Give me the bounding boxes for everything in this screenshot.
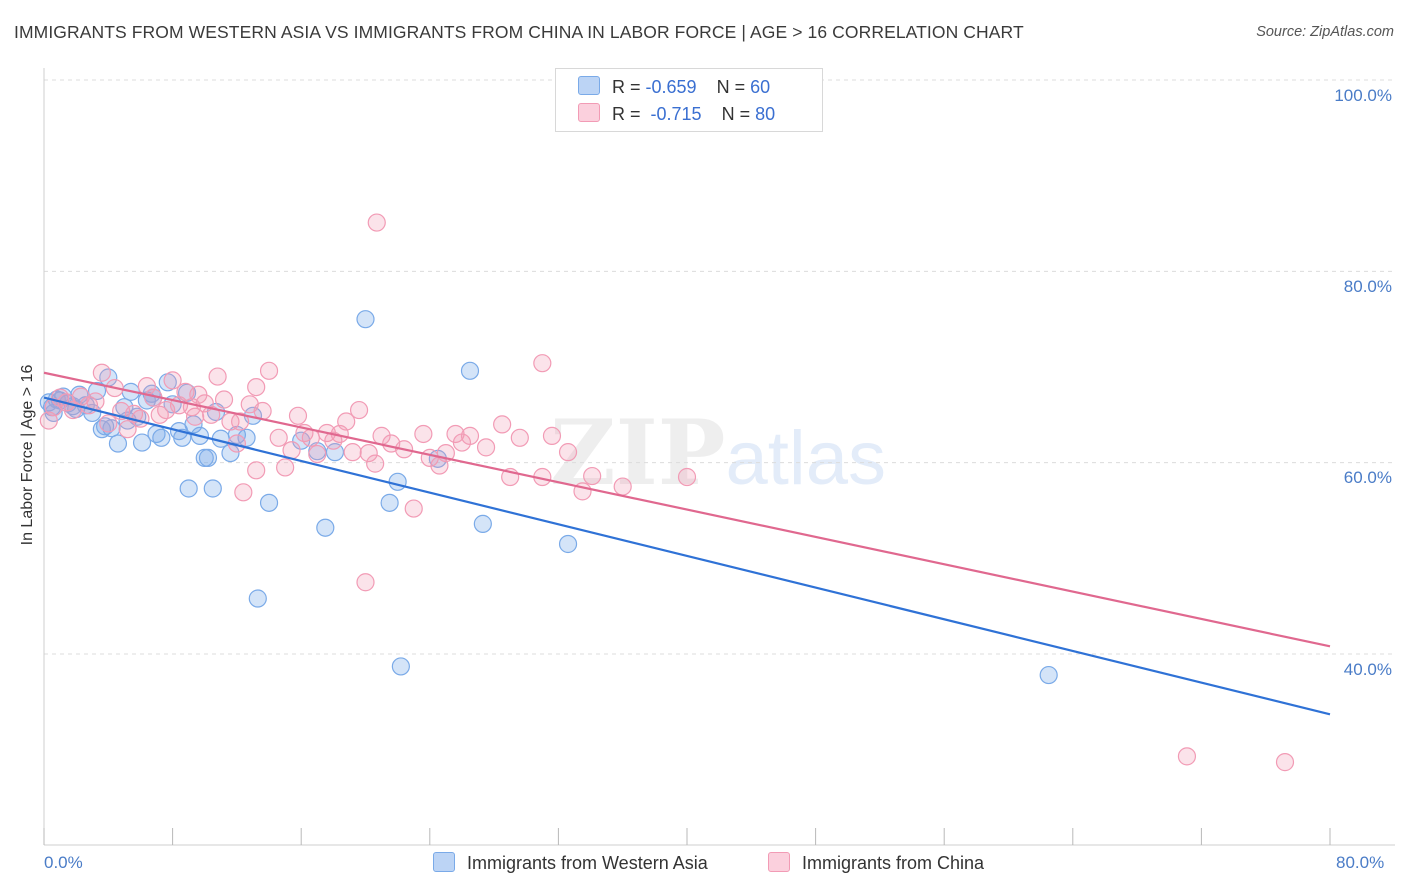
legend-swatch <box>768 852 790 872</box>
watermark-zip: ZIP <box>550 400 726 506</box>
data-point <box>542 426 562 445</box>
data-point <box>39 411 58 430</box>
data-point <box>202 405 221 424</box>
data-point <box>324 431 343 450</box>
data-point <box>510 428 529 447</box>
data-point <box>131 409 150 428</box>
data-point <box>95 417 115 436</box>
data-point <box>288 406 308 425</box>
stats-row-western-asia: R = -0.659 N = 60 <box>578 76 770 98</box>
data-point <box>388 472 407 491</box>
data-point <box>248 589 267 608</box>
data-point <box>269 428 288 447</box>
data-point <box>367 213 386 232</box>
trend-lines <box>43 371 1331 716</box>
data-point <box>276 458 295 477</box>
data-point <box>214 390 234 409</box>
data-point <box>476 438 496 457</box>
y-tick-label: 60.0% <box>1343 468 1392 487</box>
data-point <box>558 534 578 554</box>
trend-line <box>43 371 1331 648</box>
data-point <box>118 420 137 439</box>
x-tick-label: 80.0% <box>1336 853 1385 872</box>
x-tick-label: 0.0% <box>44 853 83 872</box>
legend-item-western-asia: Immigrants from Western Asia <box>433 852 708 874</box>
data-point <box>195 448 214 467</box>
y-tick-label: 100.0% <box>1334 86 1392 105</box>
data-point <box>234 483 253 502</box>
data-point <box>132 433 152 452</box>
data-point <box>325 443 345 462</box>
data-point <box>460 426 480 445</box>
data-point <box>308 444 327 464</box>
data-point <box>460 361 480 380</box>
data-point <box>179 479 198 498</box>
data-point <box>186 407 205 426</box>
legend-item-china: Immigrants from China <box>768 852 984 874</box>
data-point <box>1177 747 1197 766</box>
chart-title: IMMIGRANTS FROM WESTERN ASIA VS IMMIGRAN… <box>14 22 1024 42</box>
data-point <box>259 493 279 512</box>
legend-swatch <box>578 76 600 95</box>
data-point <box>613 477 632 496</box>
data-point <box>92 363 111 382</box>
data-point <box>208 367 227 386</box>
data-point <box>259 361 279 380</box>
y-tick-label: 80.0% <box>1343 277 1392 296</box>
watermark-atlas: atlas <box>725 416 887 501</box>
data-point <box>337 412 356 431</box>
data-point <box>203 479 222 498</box>
data-point <box>414 424 433 444</box>
data-point <box>1039 665 1058 685</box>
trend-line <box>43 396 1331 716</box>
data-point <box>356 573 375 592</box>
gridlines <box>44 79 1395 655</box>
series-china <box>39 213 1295 772</box>
y-tick-label: 40.0% <box>1343 660 1392 679</box>
data-point <box>86 392 105 411</box>
data-point <box>391 657 410 676</box>
data-point <box>380 493 399 512</box>
data-point <box>356 310 375 329</box>
data-point <box>163 371 182 390</box>
data-point <box>359 444 378 463</box>
data-point <box>473 514 492 533</box>
data-point <box>583 466 602 486</box>
data-point <box>1275 753 1295 772</box>
data-point <box>247 377 266 397</box>
source-label: Source: ZipAtlas.com <box>1256 24 1394 40</box>
data-point <box>349 400 369 420</box>
data-point <box>404 499 423 518</box>
data-point <box>99 414 118 433</box>
data-point <box>493 415 512 434</box>
data-point <box>152 428 171 447</box>
data-point <box>247 461 266 480</box>
data-point <box>237 428 256 447</box>
data-point <box>558 443 578 462</box>
y-axis-label: In Labor Force | Age > 16 <box>19 364 36 546</box>
legend-swatch <box>578 103 600 122</box>
data-point <box>231 412 250 431</box>
data-point <box>316 518 335 537</box>
axes <box>43 68 1395 846</box>
legend-swatch <box>433 852 455 872</box>
stats-legend: R = -0.659 N = 60 R = -0.715 N = 80 <box>555 68 823 132</box>
stats-row-china: R = -0.715 N = 80 <box>578 103 775 125</box>
data-point <box>533 354 552 373</box>
watermark: ZIPatlas <box>550 400 886 506</box>
data-point <box>343 443 362 462</box>
data-point <box>677 467 697 487</box>
data-point <box>366 454 385 473</box>
data-point <box>108 434 128 453</box>
